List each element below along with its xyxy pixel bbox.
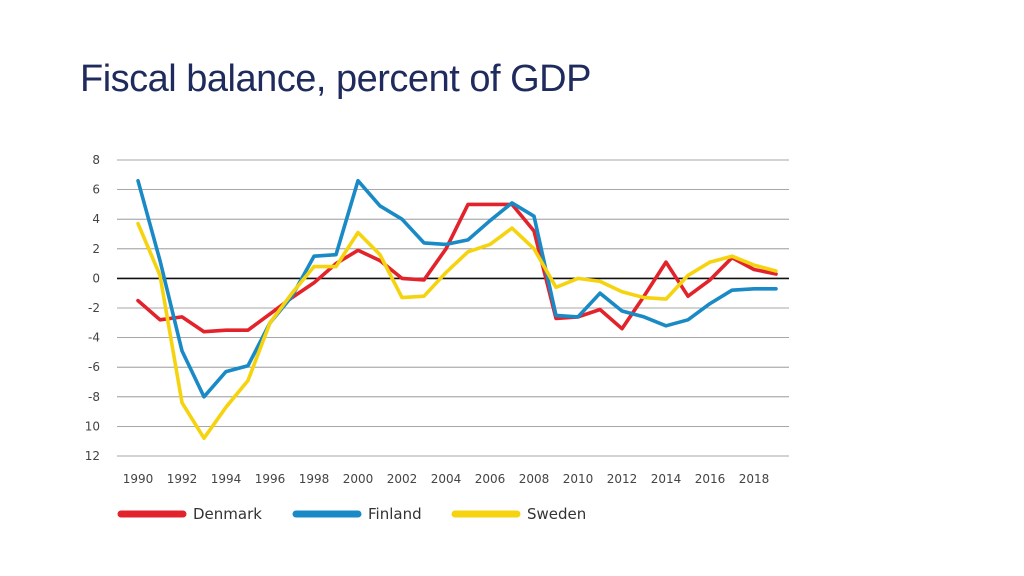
x-tick-label: 2002: [387, 472, 418, 486]
grid-lines: [117, 159, 789, 457]
legend-label-denmark: Denmark: [193, 505, 262, 523]
legend-label-finland: Finland: [368, 505, 422, 523]
y-tick-label: -6: [88, 360, 100, 374]
y-tick-label: 6: [92, 183, 100, 197]
y-tick-label: -8: [88, 390, 100, 404]
x-tick-label: 2008: [519, 472, 550, 486]
series-line-finland: [136, 178, 778, 399]
x-tick-label: 2018: [739, 472, 770, 486]
series-line-sweden: [136, 221, 778, 441]
x-tick-label: 2000: [343, 472, 374, 486]
legend-label-sweden: Sweden: [527, 505, 586, 523]
y-tick-label: -2: [88, 301, 100, 315]
x-tick-label: 2014: [651, 472, 682, 486]
x-tick-label: 2010: [563, 472, 594, 486]
legend: Denmark Finland Sweden: [117, 505, 586, 523]
y-tick-label: 8: [92, 153, 100, 167]
x-axis-ticks: 1990 1992 1994 1996 1998 2000 2002 2004 2006 2008…: [123, 472, 770, 486]
y-axis-ticks: 8 6 4 2 0 -2 -4 -6 -8 10 12: [85, 153, 100, 463]
x-tick-label: 1994: [211, 472, 242, 486]
x-tick-label: 2006: [475, 472, 506, 486]
y-tick-label: 0: [92, 271, 100, 285]
y-tick-label: 12: [85, 449, 100, 463]
y-tick-label: -4: [88, 331, 100, 345]
y-tick-label: 2: [92, 242, 100, 256]
x-tick-label: 2004: [431, 472, 462, 486]
x-tick-label: 1996: [255, 472, 286, 486]
series-lines: [136, 178, 778, 441]
x-tick-label: 1998: [299, 472, 330, 486]
x-tick-label: 1990: [123, 472, 154, 486]
x-tick-label: 2016: [695, 472, 726, 486]
series-line-denmark: [136, 202, 778, 334]
x-tick-label: 2012: [607, 472, 638, 486]
slide-title: Fiscal balance, percent of GDP: [80, 58, 591, 100]
y-tick-label: 10: [85, 419, 100, 433]
x-tick-label: 1992: [167, 472, 198, 486]
y-tick-label: 4: [92, 212, 100, 226]
